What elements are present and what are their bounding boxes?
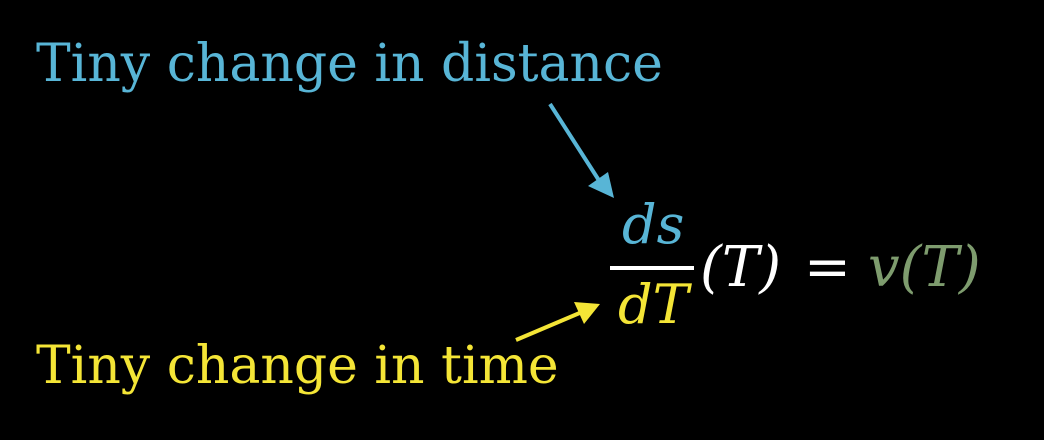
velocity-expression: v(T) bbox=[868, 235, 981, 300]
fraction-numerator: ds bbox=[622, 193, 685, 256]
equals-sign: = bbox=[804, 235, 851, 300]
fraction-bar bbox=[610, 266, 694, 270]
function-argument: (T) bbox=[700, 235, 782, 300]
distance-label: Tiny change in distance bbox=[36, 34, 663, 94]
fraction-denominator: dT bbox=[618, 273, 689, 336]
time-arrow bbox=[515, 302, 600, 342]
time-label: Tiny change in time bbox=[36, 336, 559, 396]
distance-arrow bbox=[548, 102, 614, 198]
